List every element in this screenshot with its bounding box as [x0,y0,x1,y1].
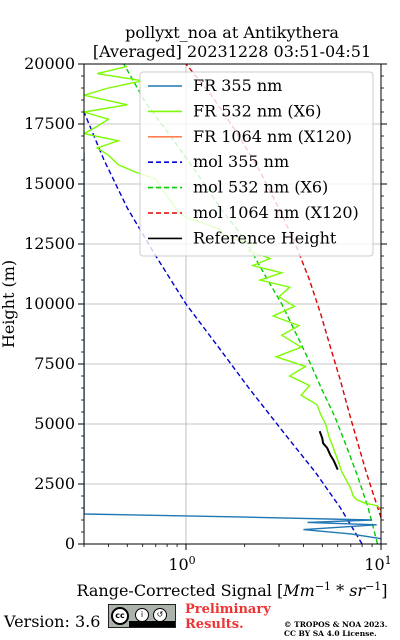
cc-icon: cc [111,607,129,625]
preliminary-notice: Preliminary Results. [185,602,285,632]
y-tick-label: 0 [65,534,75,553]
signal-profile-chart: pollyxt_noa at Antikythera [Averaged] 20… [0,23,392,600]
cc-license-badge: cc i ↺ [108,604,176,628]
y-axis-label: Height (m) [0,260,18,348]
y-tick-label: 2500 [34,474,75,493]
series-line-1 [84,65,381,510]
legend-label-0: FR 355 nm [193,76,282,95]
copyright-line-2: CC BY SA 4.0 License. [284,629,377,638]
version-text: Version: 3.6 [4,612,101,631]
legend-box [139,71,374,257]
y-tick-labels: 0 2500 5000 7500 10000 12500 15000 17500 20000 [24,54,75,553]
badge-strip [129,621,175,627]
y-tick-label: 7500 [34,354,75,373]
chart-title: pollyxt_noa at Antikythera [125,23,339,42]
preliminary-line-2: Results. [185,617,244,632]
y-tick-label: 12500 [24,234,75,253]
legend-label-6: Reference Height [193,228,337,247]
legend: FR 355 nm FR 532 nm (X6) FR 1064 nm (X120)… [139,71,374,257]
chart-subtitle: [Averaged] 20231228 03:51-04:51 [93,42,371,61]
series-line-3 [84,111,363,544]
share-alike-icon: ↺ [153,608,167,622]
y-tick-label: 17500 [24,114,75,133]
y-tick-label: 15000 [24,174,75,193]
x-tick-label-10: 101 [364,554,391,574]
x-tick-label-1: 100 [168,554,195,574]
copyright-notice: © TROPOS & NOA 2023. CC BY SA 4.0 Licens… [284,620,400,638]
preliminary-line-1: Preliminary [185,602,271,617]
legend-label-3: mol 355 nm [193,152,289,171]
y-tick-label: 10000 [24,294,75,313]
legend-label-5: mol 1064 nm (X120) [193,203,359,222]
y-tick-label: 5000 [34,414,75,433]
legend-label-2: FR 1064 nm (X120) [193,127,352,146]
attribution-icon: i [135,608,149,622]
legend-label-4: mol 532 nm (X6) [193,178,328,197]
series-line-0 [84,152,381,540]
legend-label-1: FR 532 nm (X6) [193,101,321,120]
y-tick-label: 20000 [24,54,75,73]
x-tick-labels: 100 101 [168,554,391,574]
plot-frame [83,63,382,545]
series-line-6 [318,430,339,471]
x-axis-label: Range-Corrected Signal [Mm−1 * sr−1] [76,580,387,600]
copyright-line-1: © TROPOS & NOA 2023. [284,620,388,629]
